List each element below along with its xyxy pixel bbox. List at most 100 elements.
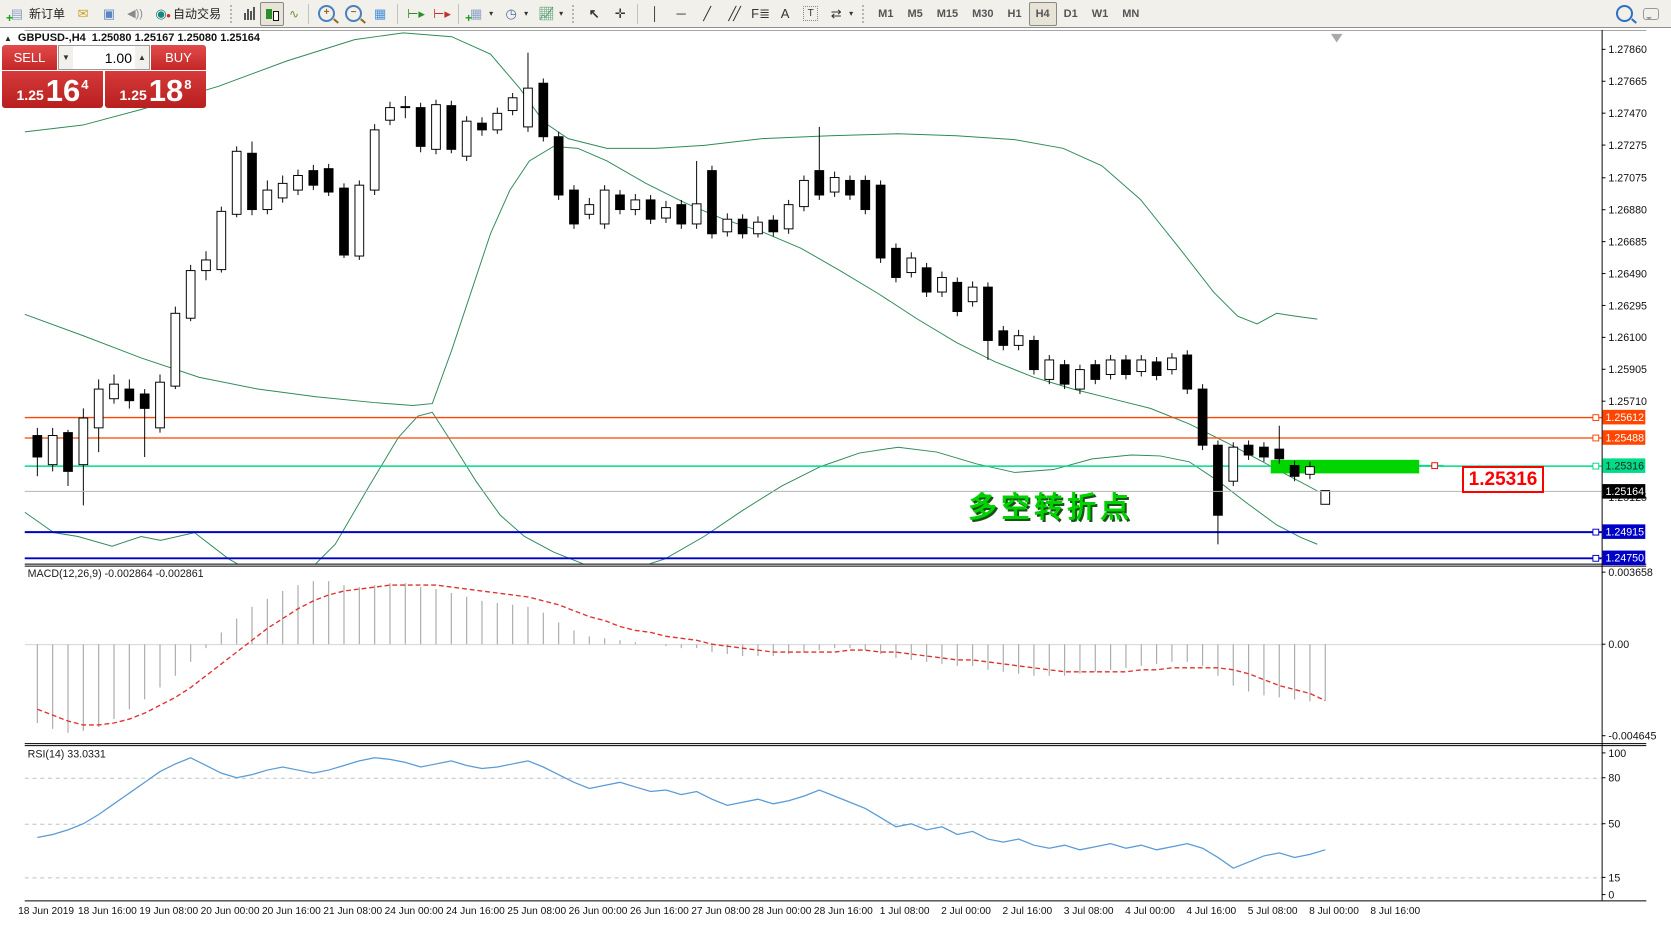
arrows-button[interactable]: ⇄ ▾ — [823, 2, 858, 26]
svg-text:1.24750: 1.24750 — [1606, 553, 1645, 565]
chevron-down-icon: ▾ — [559, 9, 564, 18]
text-button[interactable]: A — [772, 2, 798, 26]
timeframe-h4[interactable]: H4 — [1028, 1, 1057, 26]
tile-windows-button[interactable]: ▦ — [367, 2, 393, 26]
svg-text:27 Jun 08:00: 27 Jun 08:00 — [691, 906, 750, 917]
svg-text:1.25905: 1.25905 — [1608, 364, 1647, 376]
alerts-button[interactable]: ◀)) — [122, 2, 148, 26]
zoom-in-button[interactable]: + — [313, 2, 340, 26]
toolbar-separator — [308, 3, 310, 24]
svg-text:2 Jul 16:00: 2 Jul 16:00 — [1002, 906, 1052, 917]
line-chart-button[interactable]: ∿ — [284, 2, 304, 26]
trendline-button[interactable]: ╱ — [694, 2, 720, 26]
cursor-button[interactable]: ↖ — [581, 2, 607, 26]
svg-text:2 Jul 00:00: 2 Jul 00:00 — [941, 906, 991, 917]
timeframe-h1[interactable]: H1 — [1007, 7, 1022, 20]
buy-price-big: 18 — [148, 73, 184, 108]
buy-price[interactable]: 1.25 18 8 — [105, 71, 206, 108]
chart-shift-icon: ⊢▸ — [433, 5, 451, 21]
svg-text:18 Jun 2019: 18 Jun 2019 — [18, 906, 74, 917]
timeframe-d1[interactable]: D1 — [1063, 7, 1078, 20]
vertical-line-button[interactable]: │ — [642, 2, 668, 26]
channel-button[interactable]: ╱╱ — [720, 2, 746, 26]
svg-text:21 Jun 08:00: 21 Jun 08:00 — [323, 906, 382, 917]
bollinger-bands — [24, 32, 1318, 564]
horizontal-line-button[interactable]: ─ — [668, 2, 694, 26]
svg-text:28 Jun 00:00: 28 Jun 00:00 — [753, 906, 812, 917]
candlestick-chart-button[interactable] — [260, 1, 285, 26]
svg-text:1.26295: 1.26295 — [1608, 300, 1647, 312]
timeframe-m15[interactable]: M15 — [936, 7, 959, 20]
chart-shift-marker[interactable] — [1330, 33, 1343, 43]
volume-spinner: ▼ ▲ — [58, 45, 150, 70]
text-label-button[interactable]: T — [798, 2, 823, 26]
timeframe-mn[interactable]: MN — [1122, 7, 1140, 20]
chart-canvas[interactable]: 1.27860 1.27665 1.27470 1.27275 1.27075 1.268… — [0, 28, 1671, 946]
sell-price[interactable]: 1.25 16 4 — [2, 71, 103, 108]
new-chart-button[interactable]: ▦▾ — [463, 2, 498, 26]
zoom-out-button[interactable]: − — [340, 2, 367, 26]
auto-scroll-button[interactable]: ⊢▸ — [402, 2, 428, 26]
timeframe-bar: M1 M5 M15 M30 H1 H4 D1 W1 MN — [871, 1, 1146, 26]
svg-text:1.25164: 1.25164 — [1606, 486, 1645, 498]
timeframe-m30[interactable]: M30 — [972, 7, 994, 20]
volume-down-button[interactable]: ▼ — [59, 46, 73, 69]
svg-text:1.27470: 1.27470 — [1608, 108, 1647, 120]
timeframe-w1[interactable]: W1 — [1091, 7, 1109, 20]
svg-text:25 Jun 08:00: 25 Jun 08:00 — [507, 906, 566, 917]
auto-trading-label: 自动交易 — [173, 7, 222, 21]
fibonacci-icon: F≣ — [751, 5, 770, 21]
auto-scroll-icon: ⊢▸ — [407, 5, 425, 21]
buy-button[interactable]: BUY — [151, 45, 206, 70]
svg-text:1.27275: 1.27275 — [1608, 140, 1647, 152]
svg-text:15: 15 — [1608, 872, 1620, 884]
svg-text:80: 80 — [1608, 773, 1620, 785]
svg-text:1.24915: 1.24915 — [1606, 527, 1645, 539]
line-chart-icon: ∿ — [289, 6, 300, 21]
svg-text:1.26880: 1.26880 — [1608, 205, 1647, 217]
volume-up-button[interactable]: ▲ — [135, 46, 149, 69]
svg-text:18 Jun 16:00: 18 Jun 16:00 — [78, 906, 137, 917]
fibonacci-button[interactable]: F≣ — [746, 2, 772, 26]
one-click-trading-panel: SELL ▼ ▲ BUY 1.25 16 4 1.25 18 8 — [2, 45, 206, 108]
search-icon[interactable] — [1616, 5, 1633, 22]
svg-text:1.26100: 1.26100 — [1608, 332, 1647, 344]
rsi-label: RSI(14) 33.0331 — [28, 749, 106, 761]
indicators-icon: 📈︎ — [538, 5, 555, 21]
svg-text:3 Jul 08:00: 3 Jul 08:00 — [1064, 906, 1114, 917]
buy-price-small: 1.25 — [119, 87, 147, 103]
tile-windows-icon: ▦ — [373, 5, 387, 21]
crosshair-button[interactable]: ✛ — [607, 2, 633, 26]
svg-text:50: 50 — [1608, 819, 1620, 831]
cursor-icon: ↖ — [588, 5, 600, 21]
collapse-triangle-icon[interactable]: ▲ — [4, 33, 12, 43]
svg-text:100: 100 — [1608, 748, 1626, 760]
vertical-line-icon: │ — [651, 5, 660, 21]
periods-button[interactable]: ◷ ▾ — [498, 2, 533, 26]
timeframe-m1[interactable]: M1 — [878, 7, 894, 20]
chart-title: ▲ GBPUSD-,H4 1.25080 1.25167 1.25080 1.2… — [4, 32, 260, 44]
panel-splitters[interactable] — [24, 29, 1647, 902]
volume-input[interactable] — [73, 46, 135, 69]
mail-button[interactable]: ✉ — [70, 2, 96, 26]
svg-text:1.25710: 1.25710 — [1608, 396, 1647, 408]
new-order-button[interactable]: ▤ 新订单 — [4, 2, 70, 26]
svg-text:4 Jul 16:00: 4 Jul 16:00 — [1186, 906, 1236, 917]
price-callout-box[interactable]: 1.25316 — [1462, 466, 1544, 493]
indicators-button[interactable]: 📈︎ ▾ — [533, 2, 568, 26]
toolbar-separator — [458, 3, 460, 24]
macd-indicator — [24, 581, 1602, 733]
chart-window[interactable]: 1.27860 1.27665 1.27470 1.27275 1.27075 1.268… — [0, 28, 1671, 946]
sell-button[interactable]: SELL — [2, 45, 57, 70]
chart-shift-button[interactable]: ⊢▸ — [428, 2, 454, 26]
toolbar-grip — [862, 4, 867, 23]
terminal-icon: ▣ — [102, 5, 116, 21]
bar-chart-button[interactable] — [239, 2, 260, 26]
axis-price-label: 1.25612 — [1602, 409, 1646, 425]
timeframe-m5[interactable]: M5 — [907, 7, 923, 20]
date-axis[interactable]: 18 Jun 2019 18 Jun 16:00 19 Jun 08:00 20 Ju… — [18, 906, 1420, 917]
chat-icon[interactable] — [1643, 7, 1659, 20]
chart-ohlc: 1.25080 1.25167 1.25080 1.25164 — [91, 32, 260, 44]
terminal-button[interactable]: ▣ — [96, 2, 122, 26]
auto-trading-button[interactable]: ◉ 自动交易 — [148, 2, 226, 26]
